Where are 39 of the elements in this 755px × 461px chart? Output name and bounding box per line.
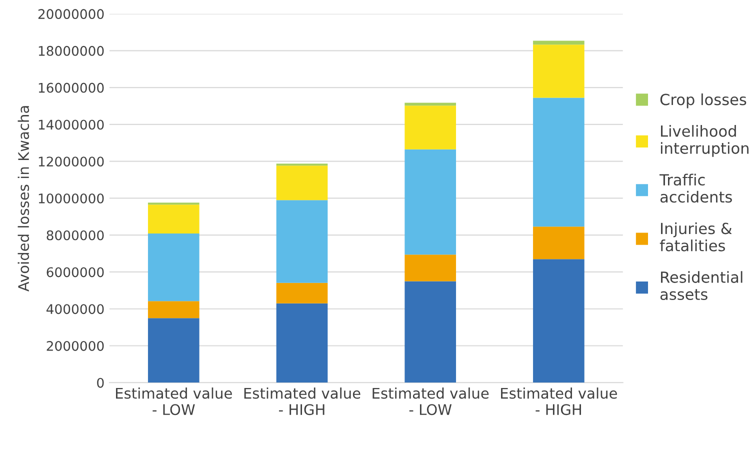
y-tick-label: 8000000: [46, 230, 104, 240]
x-tick-label: Estimated value - HIGH: [501, 387, 617, 416]
legend-label: Injuries & fatalities: [660, 222, 732, 252]
bar: [148, 301, 200, 318]
y-tick-label: 6000000: [46, 267, 104, 278]
x-tick-label: Estimated value - LOW: [116, 387, 232, 416]
bar: [533, 259, 584, 383]
y-tick-label: 20000000: [38, 9, 104, 20]
bar: [404, 254, 456, 282]
y-tick-label: 12000000: [38, 156, 104, 167]
y-axis-title: Avoided losses in Kwacha: [18, 106, 30, 292]
bar: [276, 200, 328, 283]
y-tick-label: 0: [97, 378, 104, 388]
bar: [404, 149, 456, 255]
y-tick-label: 18000000: [38, 46, 104, 56]
y-tick-label: 14000000: [38, 120, 104, 130]
bar: [533, 226, 584, 260]
bar: [276, 282, 328, 304]
bar: [404, 102, 456, 106]
legend-label: Traffic accidents: [659, 174, 732, 203]
bar: [276, 303, 328, 383]
bar: [404, 281, 456, 383]
bar: [404, 106, 456, 150]
bar: [533, 40, 584, 45]
x-tick-label: Estimated value - LOW: [372, 387, 489, 416]
bar: [148, 204, 200, 234]
legend-label: Residential assets: [660, 271, 742, 300]
bar: [148, 318, 200, 383]
bar: [276, 166, 328, 200]
legend-label: Crop losses: [660, 93, 746, 108]
y-tick-label: 4000000: [46, 304, 104, 314]
y-tick-label: 16000000: [38, 82, 104, 93]
bar: [533, 98, 584, 227]
y-tick-label: 10000000: [38, 193, 104, 204]
bar: [148, 233, 200, 302]
bar: [533, 44, 584, 98]
x-tick-label: Estimated value - HIGH: [244, 387, 360, 416]
y-tick-label: 2000000: [46, 340, 104, 351]
legend-label: Livelihood interruption: [660, 125, 749, 157]
